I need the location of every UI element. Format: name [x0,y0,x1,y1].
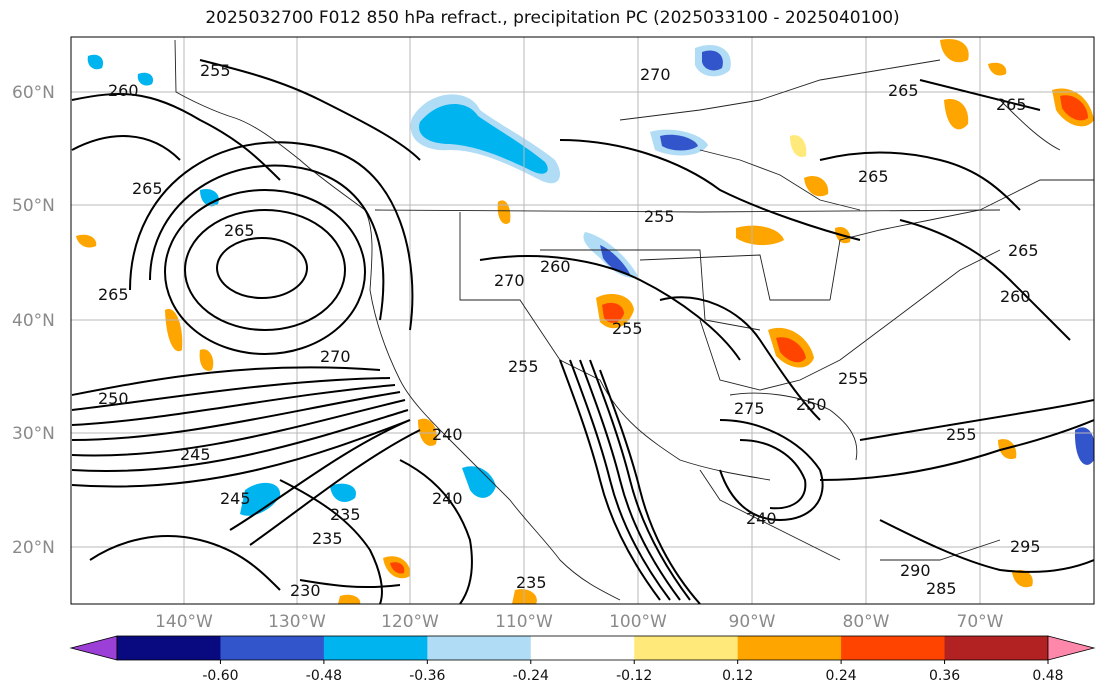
colorbar-over-arrow [1047,635,1096,661]
lon-label: 100°W [609,612,667,632]
lon-label: 140°W [155,612,213,632]
colorbar-segment [737,636,842,660]
lat-label: 40°N [12,311,55,331]
colorbar-segment [841,636,946,660]
colorbar-segment [427,636,532,660]
contour-label: 240 [432,489,463,508]
contour-label: 270 [320,347,351,366]
contour-label: 265 [996,95,1027,114]
contour-labels: 255 260 265 270 265 265 265 265 255 270 … [98,61,1041,600]
contour-label: 240 [746,509,777,528]
colorbar-tick-label: 0.48 [1032,668,1063,684]
colorbar-segment [634,636,739,660]
colorbar-segment [117,636,221,660]
contour-label: 230 [290,581,321,600]
colorbar-tick-label: -0.60 [202,668,238,684]
lat-label: 50°N [12,196,55,216]
map-title: 2025032700 F012 850 hPa refract., precip… [205,8,900,28]
lon-label: 110°W [495,612,553,632]
contour-label: 285 [926,579,957,598]
contour-label: 270 [640,65,671,84]
colorbar-segment [220,636,325,660]
colorbar-tick-label: -0.36 [409,668,445,684]
contour-label: 290 [900,561,931,580]
contour-label: 235 [312,529,343,548]
contour-label: 260 [1000,287,1031,306]
plot-area: 255 260 265 270 265 265 265 265 255 270 … [71,37,1094,604]
latitude-labels: 60°N 50°N 40°N 30°N 20°N [12,83,55,558]
contour-label: 260 [540,257,571,276]
colorbar-segment [530,636,635,660]
lon-label: 130°W [268,612,326,632]
contour-label: 255 [644,207,675,226]
contour-label: 255 [508,357,539,376]
refractivity-contours [71,59,1094,604]
contour-label: 260 [108,81,139,100]
contour-label: 250 [796,395,827,414]
contour-label: 240 [432,425,463,444]
colorbar-under-arrow [69,635,118,661]
colorbar-tick-label: 0.36 [929,668,960,684]
contour-label: 250 [98,389,129,408]
contour-label: 265 [858,167,889,186]
contour-label: 235 [330,505,361,524]
precip-negative-shading [87,44,1094,516]
contour-label: 255 [200,61,231,80]
colorbar: -0.60 -0.48 -0.36 -0.24 -0.12 0.12 0.24 0.36 0.4… [69,635,1096,684]
lon-label: 90°W [729,612,776,632]
contour-label: 255 [946,425,977,444]
colorbar-ticks: -0.60 -0.48 -0.36 -0.24 -0.12 0.12 0.24 0.36 0.4… [202,660,1064,684]
colorbar-tick-label: -0.24 [513,668,549,684]
contour-label: 270 [494,271,525,290]
longitude-labels: 140°W 130°W 120°W 110°W 100°W 90°W 80°W … [155,612,1004,632]
lon-label: 70°W [957,612,1004,632]
lon-label: 80°W [843,612,890,632]
contour-label: 245 [180,445,211,464]
colorbar-segments [116,635,1049,661]
colorbar-tick-label: -0.48 [306,668,342,684]
lat-label: 60°N [12,83,55,103]
colorbar-tick-label: 0.24 [826,668,857,684]
contour-label: 265 [132,179,163,198]
lat-label: 20°N [12,538,55,558]
contour-label: 265 [1008,241,1039,260]
lat-label: 30°N [12,424,55,444]
colorbar-segment [323,636,428,660]
lon-label: 120°W [381,612,439,632]
contour-label: 245 [220,489,251,508]
contour-label: 255 [838,369,869,388]
contour-label: 265 [98,285,129,304]
contour-label: 265 [224,221,255,240]
coastlines-borders [174,39,1094,601]
contour-label: 275 [734,399,765,418]
contour-label: 255 [612,319,643,338]
plot-border [70,36,1095,605]
colorbar-tick-label: -0.12 [616,668,652,684]
contour-label: 235 [516,573,547,592]
colorbar-segment [944,636,1049,660]
contour-label: 265 [888,81,919,100]
contour-label: 295 [1010,537,1041,556]
colorbar-tick-label: 0.12 [722,668,753,684]
